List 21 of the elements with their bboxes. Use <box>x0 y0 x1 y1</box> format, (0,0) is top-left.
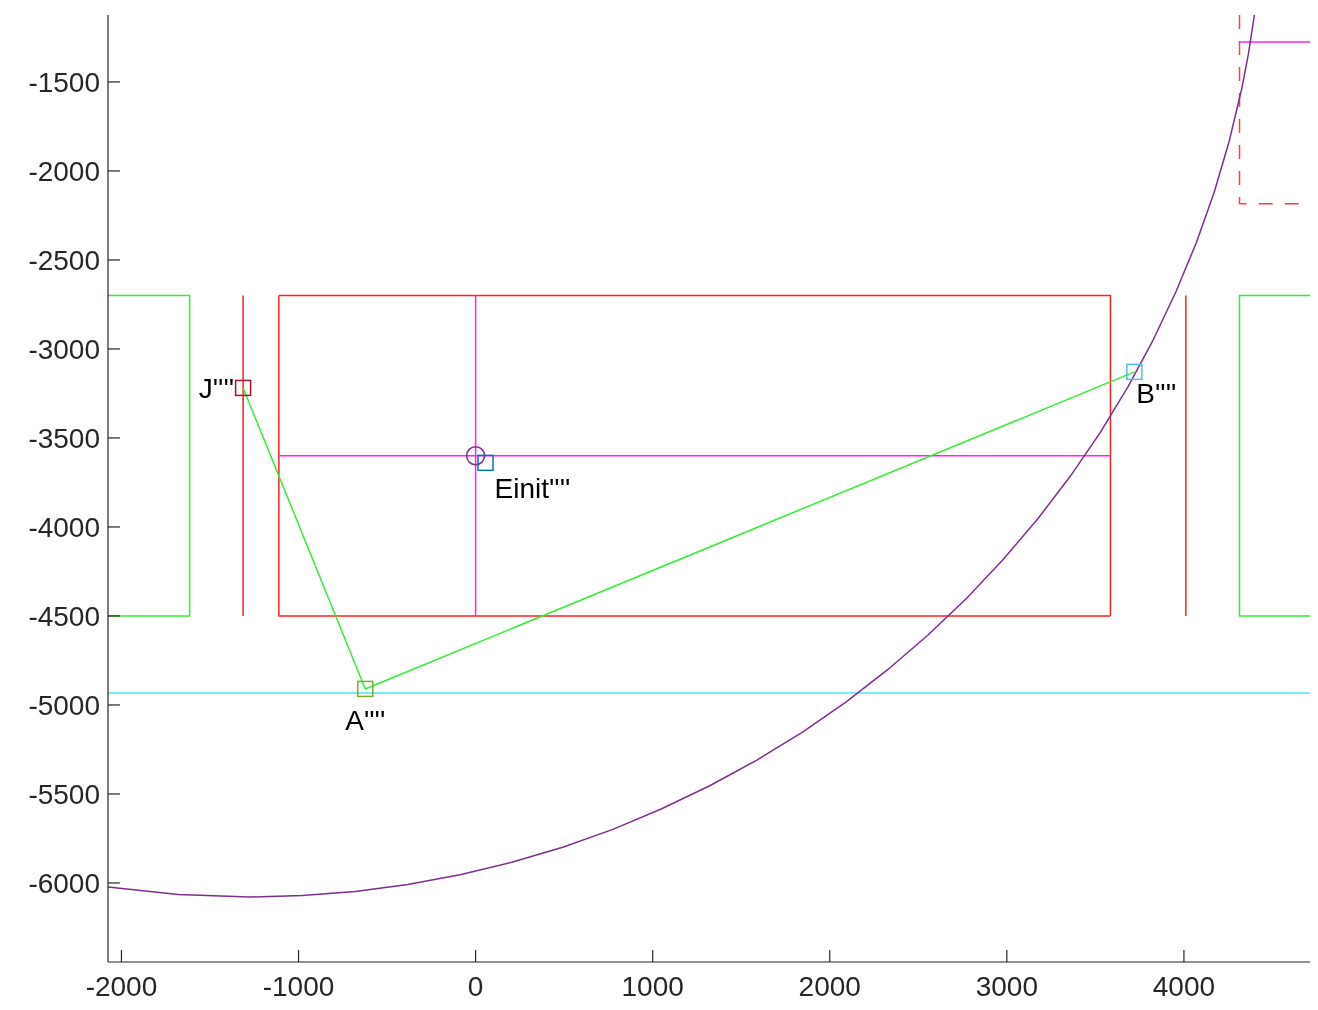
x-tick-label: 0 <box>467 971 484 1002</box>
annotation: Einit'''' <box>494 472 571 504</box>
y-tick-label: -1500 <box>28 66 100 98</box>
x-tick-label: 1000 <box>621 971 684 1002</box>
x-tick-label: 3000 <box>975 971 1038 1002</box>
y-tick-label: -4000 <box>28 511 100 543</box>
y-tick-label: -2500 <box>28 244 100 276</box>
annotation: J'''' <box>198 372 235 404</box>
y-tick-label: -2000 <box>28 155 100 187</box>
y-tick-label: -5000 <box>28 689 100 721</box>
annotation: A'''' <box>345 704 386 736</box>
x-tick-label: 4000 <box>1152 971 1216 1002</box>
annotation: B'''' <box>1136 377 1177 409</box>
x-tick-label: -2000 <box>85 971 158 1002</box>
y-tick-label: -4500 <box>28 600 100 632</box>
y-tick-label: -5500 <box>28 778 100 810</box>
y-tick-label: -3500 <box>28 422 100 454</box>
x-tick-label: -1000 <box>262 971 335 1002</box>
y-tick-label: -6000 <box>28 867 100 899</box>
x-tick-label: 2000 <box>798 971 861 1002</box>
y-tick-label: -3000 <box>28 333 100 365</box>
